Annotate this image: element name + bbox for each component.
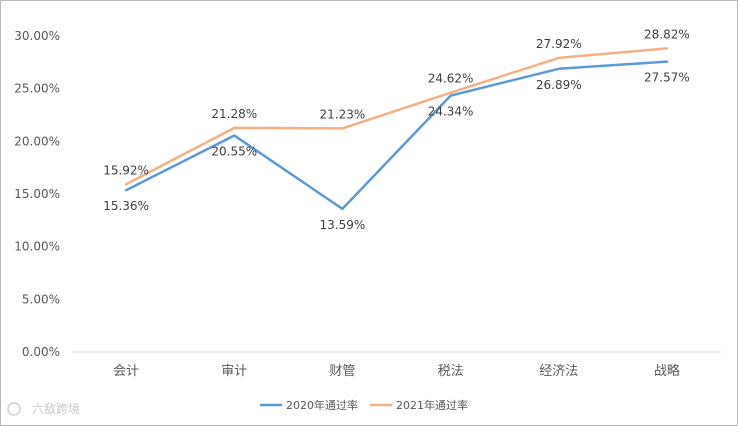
data-label: 27.92% [536,37,582,51]
data-label: 26.89% [536,78,582,92]
x-tick-label: 会计 [113,364,139,379]
series-lines [124,47,669,211]
watermark: 六敌跨境 [7,401,80,416]
x-tick-label: 财管 [329,364,355,379]
data-labels: 15.36% 20.55% 13.59% 24.34% 26.89% 27.57% 15.9… [103,27,690,231]
x-tick-label: 战略 [654,363,680,379]
y-tick-label: 5.00% [22,292,60,306]
series-line-2 [124,47,669,186]
x-tick-label: 审计 [221,364,247,379]
data-label: 13.59% [320,218,366,232]
y-tick-label: 15.00% [14,187,60,201]
data-label: 21.23% [320,107,366,121]
x-tick-label: 经济法 [539,364,578,379]
data-label: 24.34% [428,105,474,119]
watermark-logo-icon [7,402,21,416]
data-label: 24.62% [428,72,474,86]
y-tick-label: 30.00% [14,29,60,43]
legend: 2020年通过率 2021年通过率 [260,398,468,412]
data-label: 20.55% [211,145,257,159]
watermark-text: 六敌跨境 [32,401,80,416]
y-tick-label: 25.00% [14,82,60,96]
data-label: 15.92% [103,163,149,177]
y-tick-label: 0.00% [22,345,60,359]
data-label: 27.57% [644,71,690,85]
y-axis-ticks: 0.00% 5.00% 10.00% 15.00% 20.00% 25.00% 30.00% [14,29,60,359]
legend-entry: 2021年通过率 [396,398,468,412]
series-line-1 [124,60,669,211]
data-label: 21.28% [211,107,257,121]
data-label: 28.82% [644,27,690,41]
y-tick-label: 20.00% [14,134,60,148]
x-tick-label: 税法 [438,364,464,379]
legend-entry: 2020年通过率 [286,398,358,412]
y-tick-label: 10.00% [14,240,60,254]
x-axis-ticks: 会计 审计 财管 税法 经济法 战略 [113,363,680,379]
data-label: 15.36% [103,199,149,213]
